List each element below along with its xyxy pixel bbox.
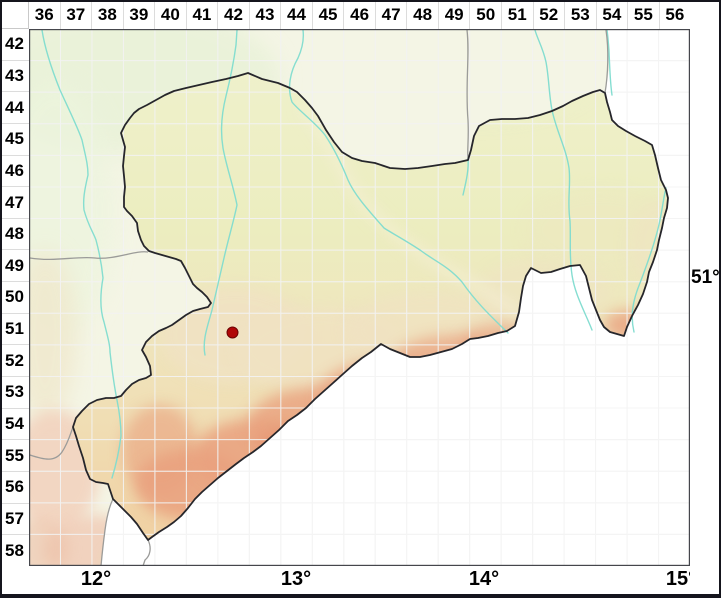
river-spree	[534, 29, 593, 331]
column-number: 38	[91, 0, 123, 29]
column-number: 52	[532, 0, 565, 29]
row-number: 52	[0, 344, 29, 376]
rivers	[41, 29, 667, 479]
river-elbe	[288, 29, 509, 334]
row-number: 46	[0, 154, 29, 187]
row-number: 45	[0, 122, 29, 155]
river-neisse	[606, 29, 667, 333]
column-number: 40	[154, 0, 186, 29]
column-number: 45	[311, 0, 344, 29]
saxony-relief-map	[29, 29, 690, 566]
column-number: 51	[500, 0, 533, 29]
column-number: 56	[658, 0, 691, 29]
column-number: 48	[406, 0, 438, 29]
column-number: 54	[595, 0, 628, 29]
row-number: 47	[0, 186, 29, 218]
right-axis-latitude: 51°	[690, 0, 721, 598]
longitude-label: 12°	[80, 568, 112, 590]
river-weisse-elster	[41, 29, 122, 479]
row-number: 51	[0, 312, 29, 345]
row-number: 50	[0, 281, 29, 313]
row-number: 55	[0, 439, 29, 471]
map-area-frame	[29, 29, 690, 566]
column-number: 43	[248, 0, 281, 29]
left-axis-row-numbers: 42 43 44 45 46 47 48 49 50 51 52 53 54 55 56 57 58	[0, 29, 29, 566]
latitude-label: 51°	[691, 267, 720, 288]
row-number: 57	[0, 502, 29, 535]
saxony-border	[72, 72, 669, 541]
longitude-label: 15°	[665, 568, 697, 590]
column-number: 44	[280, 0, 312, 29]
row-number: 42	[5, 34, 24, 54]
column-number: 53	[564, 0, 596, 29]
axis-corner-cell	[0, 0, 29, 29]
column-number: 50	[469, 0, 501, 29]
column-number: 41	[185, 0, 218, 29]
row-number: 44	[0, 91, 29, 123]
longitude-label: 13°	[280, 568, 312, 590]
column-number: 46	[343, 0, 375, 29]
grid-lines-white	[29, 29, 690, 566]
row-number: 56	[0, 470, 29, 503]
column-number: 36	[34, 4, 54, 24]
bottom-axis-longitude: 12° 13° 14° 15°	[0, 566, 696, 594]
column-number: 42	[217, 0, 249, 29]
row-number: 48	[0, 217, 29, 250]
foreign-area	[101, 30, 690, 566]
column-number: 55	[627, 0, 659, 29]
river-mulde	[203, 29, 238, 356]
row-number: 58	[0, 534, 29, 566]
admin-borders	[29, 29, 609, 566]
row-number: 49	[0, 249, 29, 281]
column-number: 37	[59, 0, 92, 29]
row-number: 43	[0, 59, 29, 92]
record-marker	[226, 326, 239, 339]
top-axis-column-numbers: 36 37 38 39 40 41 42 43 44 45 46 47 48 49 50 51 52 53 54 55…	[29, 0, 690, 29]
river-schwarze-elster	[462, 157, 469, 196]
row-number: 53	[0, 376, 29, 408]
elbe-valley-lowland	[298, 102, 523, 319]
column-number: 47	[374, 0, 407, 29]
column-number: 39	[122, 0, 155, 29]
column-number: 49	[437, 0, 470, 29]
longitude-label: 14°	[468, 568, 500, 590]
row-number: 54	[0, 407, 29, 440]
